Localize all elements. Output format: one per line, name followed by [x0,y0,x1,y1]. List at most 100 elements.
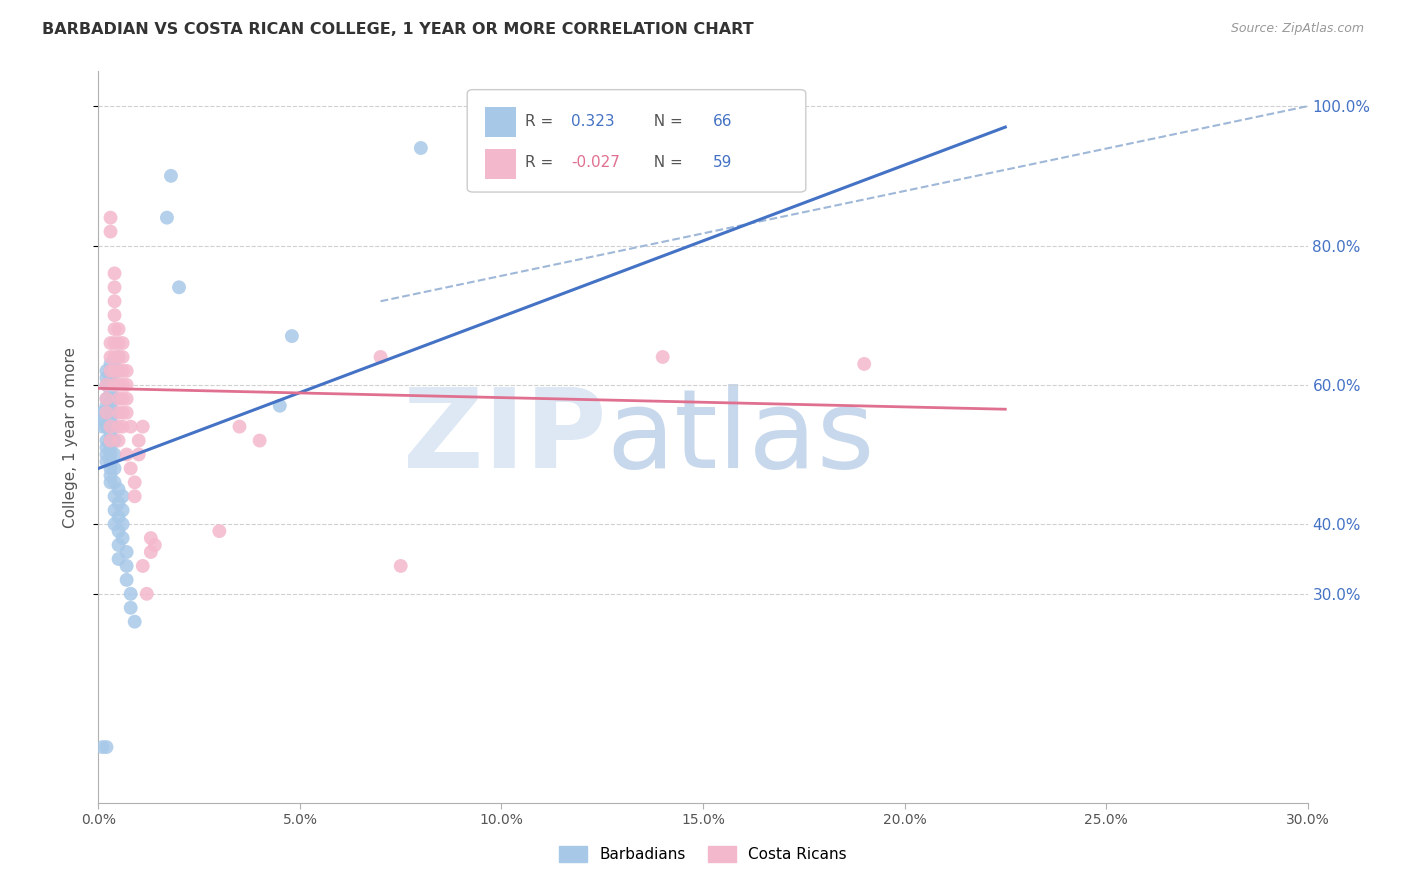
Point [100,371,122,385]
Point [103,322,125,336]
Point [370,350,392,364]
Point [143,538,166,552]
Point [107,377,129,392]
Point [103,266,125,280]
Point [107,364,129,378]
Point [96,364,118,378]
Text: ZIP: ZIP [404,384,606,491]
Point [269,399,291,413]
Point [100,419,122,434]
FancyBboxPatch shape [467,90,806,192]
Text: 66: 66 [713,113,733,128]
Point [96,399,118,413]
Bar [485,107,516,137]
Point [100,399,122,413]
Point [228,419,250,434]
Text: 59: 59 [713,155,733,170]
Point [115,377,138,392]
Point [107,524,129,538]
Point [160,169,183,183]
Point [107,419,129,434]
Point [100,225,122,239]
Point [115,406,138,420]
Point [100,461,122,475]
Point [107,510,129,524]
Point [111,406,134,420]
Point [111,364,134,378]
Text: BARBADIAN VS COSTA RICAN COLLEGE, 1 YEAR OR MORE CORRELATION CHART: BARBADIAN VS COSTA RICAN COLLEGE, 1 YEAR… [42,22,754,37]
Point [107,406,129,420]
Point [107,350,129,364]
Point [96,454,118,468]
Point [111,489,134,503]
Point [128,434,150,448]
Point [107,538,129,552]
Point [96,448,118,462]
Point [100,412,122,426]
Text: 0.323: 0.323 [571,113,614,128]
Point [115,558,138,573]
Y-axis label: College, 1 year or more: College, 1 year or more [63,347,77,527]
Point [100,350,122,364]
Point [96,406,118,420]
Point [103,392,125,406]
Point [96,441,118,455]
Point [103,406,125,420]
Point [167,280,190,294]
Point [135,587,157,601]
Point [103,503,125,517]
Point [103,308,125,322]
Point [100,468,122,483]
Point [124,615,146,629]
Point [115,573,138,587]
Point [111,377,134,392]
Point [96,371,118,385]
Point [156,211,179,225]
Point [91,406,114,420]
Point [111,392,134,406]
Point [96,392,118,406]
Point [96,392,118,406]
Point [96,419,118,434]
Point [389,558,412,573]
Point [107,350,129,364]
Point [111,517,134,532]
Point [103,489,125,503]
Point [100,448,122,462]
Point [103,377,125,392]
Point [107,552,129,566]
Point [100,475,122,490]
Point [103,294,125,309]
Point [100,364,122,378]
Point [124,475,146,490]
Point [100,211,122,225]
Point [91,412,114,426]
Point [100,434,122,448]
Point [96,434,118,448]
Point [100,441,122,455]
Point [853,357,876,371]
Point [111,336,134,351]
Point [128,448,150,462]
Point [96,377,118,392]
Text: R =: R = [526,113,558,128]
Bar [485,149,516,179]
Point [107,364,129,378]
Point [103,336,125,351]
Text: atlas: atlas [606,384,875,491]
Point [111,531,134,545]
Point [132,558,155,573]
Point [115,364,138,378]
Point [249,434,271,448]
Point [96,406,118,420]
Point [100,426,122,441]
Point [103,280,125,294]
Point [111,350,134,364]
Point [107,392,129,406]
Point [96,377,118,392]
Text: R =: R = [526,155,558,170]
Point [100,454,122,468]
Point [107,496,129,510]
Point [124,489,146,503]
Point [111,419,134,434]
